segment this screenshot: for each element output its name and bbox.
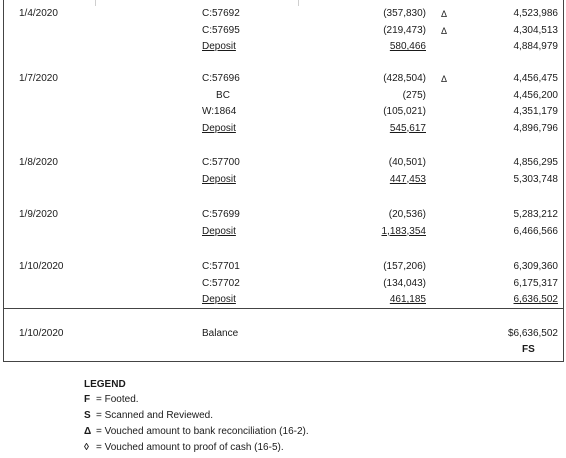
entry-reference: C:57699 bbox=[202, 209, 240, 220]
entry-amount: (105,021) bbox=[383, 106, 426, 117]
entry-date: 1/7/2020 bbox=[19, 73, 58, 84]
entry-reference: C:57700 bbox=[202, 157, 240, 168]
entry-reference: Deposit bbox=[202, 173, 236, 185]
entry-amount: 461,185 bbox=[389, 294, 426, 305]
legend-symbol: F bbox=[84, 394, 91, 405]
entry-date: 1/9/2020 bbox=[19, 209, 58, 220]
legend-symbol: ◊ bbox=[84, 442, 89, 453]
entry-date: 1/8/2020 bbox=[19, 157, 58, 168]
entry-reference: Deposit bbox=[202, 122, 236, 134]
tick-mark-vouched: Δ bbox=[441, 9, 448, 19]
legend-symbol: S bbox=[84, 410, 91, 421]
summary-label: Balance bbox=[202, 328, 239, 339]
entry-date: 1/10/2020 bbox=[19, 261, 64, 272]
legend-symbol: Δ bbox=[84, 426, 92, 437]
entry-balance: 6,309,360 bbox=[513, 261, 559, 272]
entry-balance: 6,175,317 bbox=[513, 277, 559, 289]
entry-balance: 5,303,748 bbox=[513, 173, 559, 185]
entry-balance: 4,351,179 bbox=[513, 106, 559, 117]
entry-reference: C:57695 bbox=[202, 24, 240, 36]
entry-balance: 4,304,513 bbox=[513, 24, 559, 36]
summary-balance: $6,636,502 bbox=[507, 328, 558, 339]
legend-items: F = Footed. S = Scanned and Reviewed. Δ = Vou… bbox=[84, 392, 309, 456]
entry-balance: 4,456,475 bbox=[513, 73, 559, 84]
column-gridline bbox=[95, 0, 96, 6]
legend: LEGEND F = Footed. S = Scanned and Reviewed… bbox=[84, 378, 309, 456]
entry-amount: (219,473) bbox=[383, 24, 426, 36]
legend-text: = Vouched amount to bank reconciliation … bbox=[96, 426, 309, 437]
entry-balance: 4,856,295 bbox=[513, 157, 559, 168]
entry-balance: 4,896,796 bbox=[513, 122, 559, 134]
summary-divider bbox=[3, 308, 564, 309]
legend-item: F = Footed. bbox=[84, 392, 309, 408]
tick-mark-vouched: Δ bbox=[441, 25, 448, 36]
legend-text: = Vouched amount to proof of cash (16-5)… bbox=[96, 442, 284, 453]
entry-amount: (275) bbox=[402, 89, 426, 101]
entry-balance: 4,523,986 bbox=[513, 8, 559, 19]
entry-reference: Deposit bbox=[202, 294, 236, 305]
legend-item: ◊ = Vouched amount to proof of cash (16-5… bbox=[84, 440, 309, 456]
entry-amount: 545,617 bbox=[389, 122, 426, 134]
entry-amount: 447,453 bbox=[389, 173, 426, 185]
entry-balance: 5,283,212 bbox=[513, 209, 559, 220]
tick-mark-vouched: Δ bbox=[441, 74, 448, 84]
legend-item: S = Scanned and Reviewed. bbox=[84, 408, 309, 424]
entry-date: 1/4/2020 bbox=[19, 8, 58, 19]
entry-amount: (134,043) bbox=[383, 277, 426, 289]
entry-reference: C:57696 bbox=[202, 73, 240, 84]
entry-amount: (40,501) bbox=[388, 157, 426, 168]
entry-balance: 6,636,502 bbox=[513, 294, 559, 305]
entry-reference: Deposit bbox=[202, 41, 236, 52]
entry-reference: BC bbox=[216, 89, 230, 101]
entry-reference: Deposit bbox=[202, 225, 236, 237]
entry-amount: (157,206) bbox=[383, 261, 426, 272]
legend-text: = Scanned and Reviewed. bbox=[96, 410, 214, 421]
entry-amount: 580,466 bbox=[389, 41, 426, 52]
column-gridline bbox=[298, 0, 299, 6]
entry-amount: (357,830) bbox=[383, 8, 426, 19]
entry-amount: (428,504) bbox=[383, 73, 426, 84]
entry-reference: C:57692 bbox=[202, 8, 240, 19]
final-statement-mark: FS bbox=[522, 344, 535, 355]
entry-balance: 4,456,200 bbox=[513, 89, 559, 101]
entry-reference: W:1864 bbox=[202, 106, 237, 117]
legend-text: = Footed. bbox=[96, 394, 139, 405]
ledger-table bbox=[3, 0, 564, 362]
entry-reference: C:57702 bbox=[202, 277, 240, 289]
legend-title: LEGEND bbox=[84, 379, 126, 390]
entry-amount: (20,536) bbox=[388, 209, 426, 220]
legend-item: Δ = Vouched amount to bank reconciliation… bbox=[84, 424, 309, 440]
entry-balance: 6,466,566 bbox=[513, 225, 559, 237]
summary-date: 1/10/2020 bbox=[19, 328, 64, 339]
entry-balance: 4,884,979 bbox=[513, 41, 559, 52]
entry-reference: C:57701 bbox=[202, 261, 240, 272]
entry-amount: 1,183,354 bbox=[381, 225, 427, 237]
